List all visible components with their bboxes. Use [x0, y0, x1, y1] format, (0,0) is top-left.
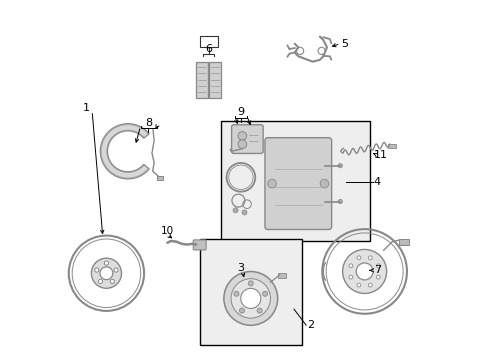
- Circle shape: [257, 308, 262, 313]
- Circle shape: [376, 264, 380, 268]
- Polygon shape: [209, 62, 221, 98]
- Text: 9: 9: [237, 107, 244, 117]
- Circle shape: [348, 264, 352, 268]
- Bar: [398, 239, 408, 245]
- Circle shape: [114, 268, 118, 272]
- Text: 5: 5: [341, 39, 347, 49]
- Circle shape: [317, 47, 325, 54]
- Circle shape: [242, 210, 246, 215]
- Text: 11: 11: [373, 150, 387, 160]
- Polygon shape: [196, 62, 207, 98]
- Bar: [199, 36, 217, 47]
- Circle shape: [91, 258, 121, 288]
- Circle shape: [238, 140, 246, 148]
- Circle shape: [367, 256, 371, 260]
- Circle shape: [248, 281, 253, 286]
- Text: 6: 6: [205, 44, 212, 54]
- Circle shape: [98, 279, 102, 284]
- Circle shape: [337, 199, 342, 204]
- Circle shape: [355, 263, 372, 280]
- Bar: [387, 144, 395, 148]
- FancyBboxPatch shape: [231, 125, 263, 153]
- Polygon shape: [100, 124, 149, 179]
- Circle shape: [376, 275, 380, 279]
- Circle shape: [110, 279, 114, 284]
- Circle shape: [267, 179, 276, 188]
- Text: 3: 3: [237, 263, 244, 273]
- Bar: [221, 121, 369, 241]
- Circle shape: [356, 283, 360, 287]
- Text: 4: 4: [373, 177, 380, 187]
- Circle shape: [320, 179, 328, 188]
- Bar: [156, 176, 163, 180]
- Circle shape: [262, 291, 267, 296]
- Circle shape: [238, 132, 246, 140]
- Circle shape: [104, 261, 108, 265]
- Circle shape: [240, 288, 260, 309]
- Bar: [199, 239, 301, 345]
- Circle shape: [100, 267, 113, 280]
- Text: 10: 10: [161, 226, 174, 236]
- Circle shape: [95, 268, 99, 272]
- Text: 1: 1: [83, 103, 90, 113]
- Circle shape: [296, 47, 303, 54]
- Circle shape: [233, 291, 239, 296]
- FancyBboxPatch shape: [193, 240, 206, 250]
- Circle shape: [337, 163, 342, 168]
- Circle shape: [239, 308, 244, 313]
- Circle shape: [233, 208, 238, 213]
- Bar: [278, 273, 285, 278]
- Circle shape: [367, 283, 371, 287]
- Text: 8: 8: [144, 118, 152, 128]
- Circle shape: [230, 279, 270, 318]
- Circle shape: [342, 249, 386, 293]
- Circle shape: [224, 271, 277, 325]
- FancyBboxPatch shape: [264, 138, 331, 229]
- Text: 7: 7: [373, 265, 380, 275]
- Text: 2: 2: [306, 320, 314, 330]
- Circle shape: [348, 275, 352, 279]
- Circle shape: [356, 256, 360, 260]
